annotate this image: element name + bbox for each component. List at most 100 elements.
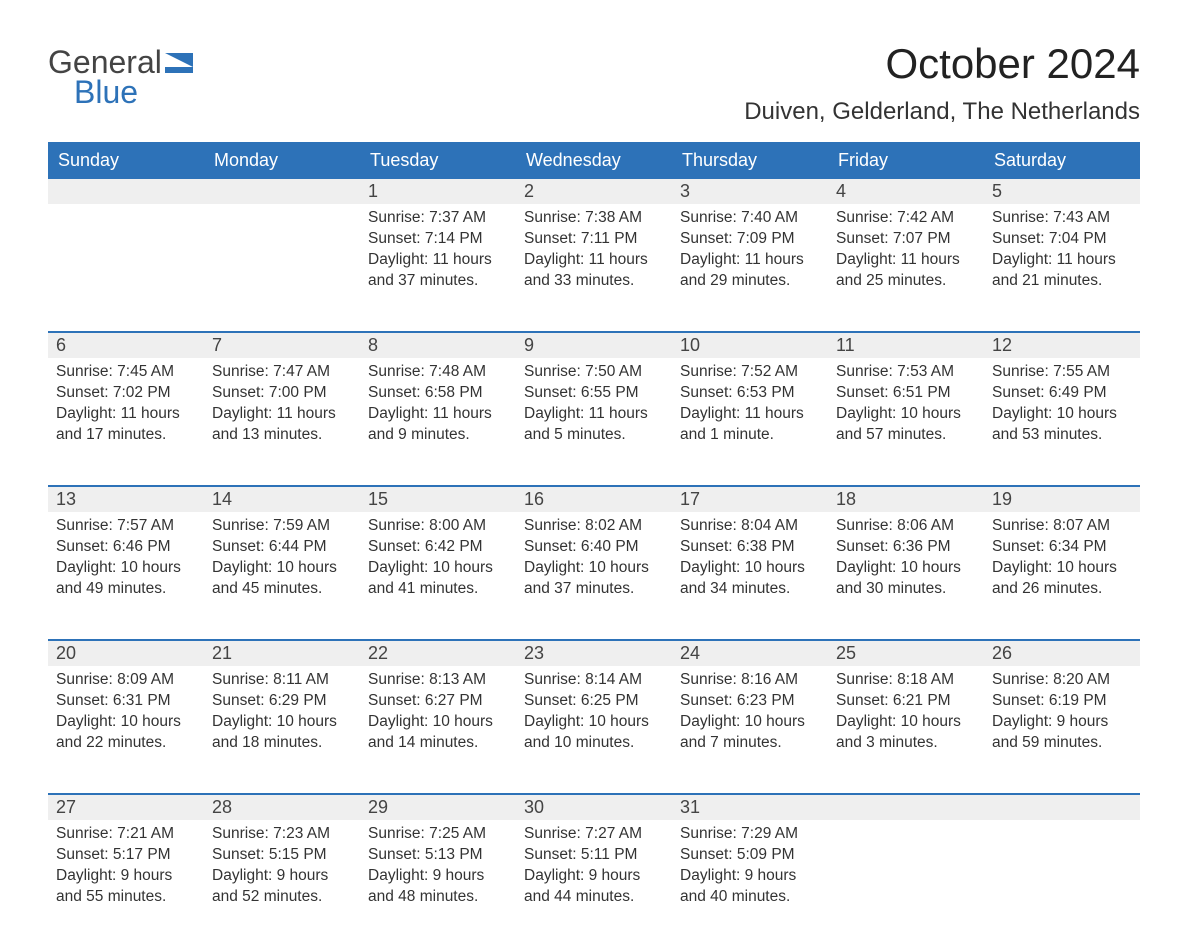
day-body-cell xyxy=(828,820,984,948)
day-body-cell: Sunrise: 8:13 AMSunset: 6:27 PMDaylight:… xyxy=(360,666,516,794)
day-details: Sunrise: 7:50 AMSunset: 6:55 PMDaylight:… xyxy=(516,358,672,464)
day-number-cell: 19 xyxy=(984,486,1140,512)
day-number: 17 xyxy=(672,487,828,512)
day-number-cell: 8 xyxy=(360,332,516,358)
day-number-cell: 24 xyxy=(672,640,828,666)
day-details: Sunrise: 7:57 AMSunset: 6:46 PMDaylight:… xyxy=(48,512,204,618)
day-body-cell: Sunrise: 7:59 AMSunset: 6:44 PMDaylight:… xyxy=(204,512,360,640)
day-body-cell: Sunrise: 7:52 AMSunset: 6:53 PMDaylight:… xyxy=(672,358,828,486)
weekday-header: Friday xyxy=(828,143,984,178)
day-number-cell: 9 xyxy=(516,332,672,358)
day-body-cell: Sunrise: 7:40 AMSunset: 7:09 PMDaylight:… xyxy=(672,204,828,332)
day-body-cell: Sunrise: 7:53 AMSunset: 6:51 PMDaylight:… xyxy=(828,358,984,486)
calendar-body: 12345Sunrise: 7:37 AMSunset: 7:14 PMDayl… xyxy=(48,178,1140,948)
location-subtitle: Duiven, Gelderland, The Netherlands xyxy=(744,98,1140,126)
day-number-row: 20212223242526 xyxy=(48,640,1140,666)
page-header: General Blue October 2024 Duiven, Gelder… xyxy=(48,40,1140,138)
day-number: 6 xyxy=(48,333,204,358)
day-number: 30 xyxy=(516,795,672,820)
day-number-cell: 4 xyxy=(828,178,984,204)
day-body-cell: Sunrise: 8:06 AMSunset: 6:36 PMDaylight:… xyxy=(828,512,984,640)
day-number: 26 xyxy=(984,641,1140,666)
day-number-cell: 25 xyxy=(828,640,984,666)
day-number: 21 xyxy=(204,641,360,666)
day-body-cell xyxy=(48,204,204,332)
day-number: 29 xyxy=(360,795,516,820)
day-body-cell: Sunrise: 8:11 AMSunset: 6:29 PMDaylight:… xyxy=(204,666,360,794)
day-details: Sunrise: 7:53 AMSunset: 6:51 PMDaylight:… xyxy=(828,358,984,464)
day-number: 9 xyxy=(516,333,672,358)
day-body-cell: Sunrise: 7:48 AMSunset: 6:58 PMDaylight:… xyxy=(360,358,516,486)
day-number-cell: 17 xyxy=(672,486,828,512)
day-details: Sunrise: 8:11 AMSunset: 6:29 PMDaylight:… xyxy=(204,666,360,772)
day-number-cell: 23 xyxy=(516,640,672,666)
day-body-row: Sunrise: 7:37 AMSunset: 7:14 PMDaylight:… xyxy=(48,204,1140,332)
day-number: 4 xyxy=(828,179,984,204)
day-number-cell: 29 xyxy=(360,794,516,820)
day-body-cell: Sunrise: 7:57 AMSunset: 6:46 PMDaylight:… xyxy=(48,512,204,640)
day-body-cell: Sunrise: 8:20 AMSunset: 6:19 PMDaylight:… xyxy=(984,666,1140,794)
day-number-cell: 20 xyxy=(48,640,204,666)
day-number-cell: 22 xyxy=(360,640,516,666)
day-details: Sunrise: 7:27 AMSunset: 5:11 PMDaylight:… xyxy=(516,820,672,926)
day-number-cell xyxy=(48,178,204,204)
day-number-cell: 5 xyxy=(984,178,1140,204)
day-body-row: Sunrise: 7:45 AMSunset: 7:02 PMDaylight:… xyxy=(48,358,1140,486)
day-number: 12 xyxy=(984,333,1140,358)
day-number: 10 xyxy=(672,333,828,358)
day-number-cell: 11 xyxy=(828,332,984,358)
day-details: Sunrise: 8:02 AMSunset: 6:40 PMDaylight:… xyxy=(516,512,672,618)
day-body-cell: Sunrise: 7:25 AMSunset: 5:13 PMDaylight:… xyxy=(360,820,516,948)
weekday-header: Wednesday xyxy=(516,143,672,178)
day-body-row: Sunrise: 7:21 AMSunset: 5:17 PMDaylight:… xyxy=(48,820,1140,948)
day-details: Sunrise: 7:43 AMSunset: 7:04 PMDaylight:… xyxy=(984,204,1140,310)
day-details: Sunrise: 7:42 AMSunset: 7:07 PMDaylight:… xyxy=(828,204,984,310)
day-number: 11 xyxy=(828,333,984,358)
day-number-row: 2728293031 xyxy=(48,794,1140,820)
day-details: Sunrise: 7:25 AMSunset: 5:13 PMDaylight:… xyxy=(360,820,516,926)
day-number: 1 xyxy=(360,179,516,204)
title-block: October 2024 Duiven, Gelderland, The Net… xyxy=(744,40,1140,138)
day-body-row: Sunrise: 8:09 AMSunset: 6:31 PMDaylight:… xyxy=(48,666,1140,794)
day-number-cell: 7 xyxy=(204,332,360,358)
day-details: Sunrise: 8:09 AMSunset: 6:31 PMDaylight:… xyxy=(48,666,204,772)
day-number: 15 xyxy=(360,487,516,512)
weekday-header: Thursday xyxy=(672,143,828,178)
day-number: 13 xyxy=(48,487,204,512)
day-details: Sunrise: 8:20 AMSunset: 6:19 PMDaylight:… xyxy=(984,666,1140,772)
day-body-cell: Sunrise: 7:21 AMSunset: 5:17 PMDaylight:… xyxy=(48,820,204,948)
day-number-cell: 26 xyxy=(984,640,1140,666)
day-number-cell: 21 xyxy=(204,640,360,666)
day-number-cell: 18 xyxy=(828,486,984,512)
weekday-header: Tuesday xyxy=(360,143,516,178)
day-body-cell: Sunrise: 7:38 AMSunset: 7:11 PMDaylight:… xyxy=(516,204,672,332)
day-body-cell: Sunrise: 7:55 AMSunset: 6:49 PMDaylight:… xyxy=(984,358,1140,486)
day-number: 3 xyxy=(672,179,828,204)
day-number: 22 xyxy=(360,641,516,666)
day-number: 8 xyxy=(360,333,516,358)
day-number: 27 xyxy=(48,795,204,820)
day-number-cell: 6 xyxy=(48,332,204,358)
day-body-cell xyxy=(204,204,360,332)
day-body-cell: Sunrise: 8:18 AMSunset: 6:21 PMDaylight:… xyxy=(828,666,984,794)
day-number: 7 xyxy=(204,333,360,358)
day-number: 14 xyxy=(204,487,360,512)
day-body-cell xyxy=(984,820,1140,948)
day-number-cell xyxy=(984,794,1140,820)
day-body-cell: Sunrise: 7:50 AMSunset: 6:55 PMDaylight:… xyxy=(516,358,672,486)
day-number-cell: 31 xyxy=(672,794,828,820)
day-number-cell: 30 xyxy=(516,794,672,820)
day-details: Sunrise: 7:52 AMSunset: 6:53 PMDaylight:… xyxy=(672,358,828,464)
day-details: Sunrise: 7:21 AMSunset: 5:17 PMDaylight:… xyxy=(48,820,204,926)
day-number-cell xyxy=(204,178,360,204)
day-number-cell: 12 xyxy=(984,332,1140,358)
weekday-header: Monday xyxy=(204,143,360,178)
day-details: Sunrise: 8:00 AMSunset: 6:42 PMDaylight:… xyxy=(360,512,516,618)
day-number-cell: 1 xyxy=(360,178,516,204)
brand-logo: General Blue xyxy=(48,40,193,108)
day-number: 2 xyxy=(516,179,672,204)
day-body-cell: Sunrise: 8:07 AMSunset: 6:34 PMDaylight:… xyxy=(984,512,1140,640)
day-number: 20 xyxy=(48,641,204,666)
day-number-row: 6789101112 xyxy=(48,332,1140,358)
day-details: Sunrise: 8:18 AMSunset: 6:21 PMDaylight:… xyxy=(828,666,984,772)
